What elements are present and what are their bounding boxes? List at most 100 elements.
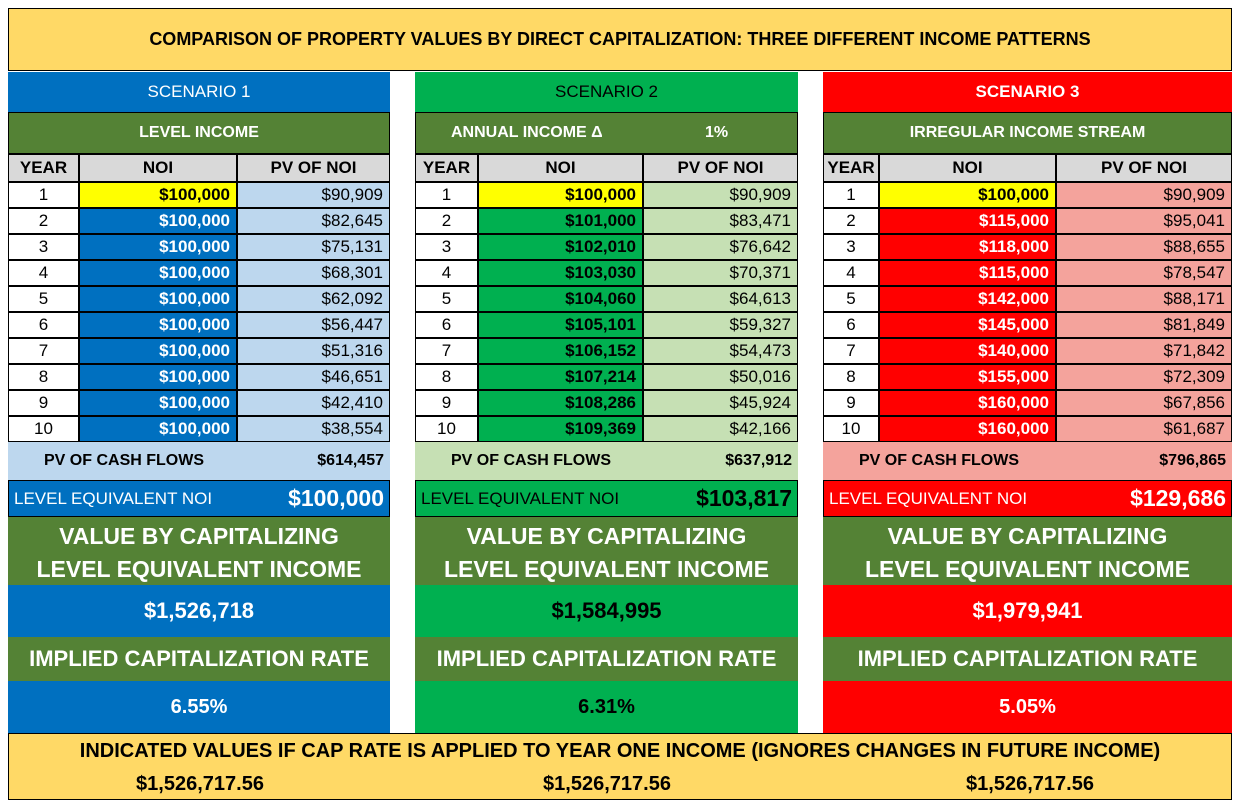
noi-cell: $108,286 <box>478 390 643 416</box>
pv-cell: $50,016 <box>643 364 798 390</box>
pv-cell: $90,909 <box>643 182 798 208</box>
column-header: PV OF NOI <box>643 154 798 182</box>
subheader-value: 1% <box>705 124 729 141</box>
pv-cell: $78,547 <box>1056 260 1232 286</box>
footer-text: INDICATED VALUES IF CAP RATE IS APPLIED … <box>79 739 1161 762</box>
level-row <box>823 480 1232 517</box>
noi-cell: $107,214 <box>478 364 643 390</box>
scenario-header: SCENARIO 2 <box>415 72 798 112</box>
pv-cell: $45,924 <box>643 390 798 416</box>
pv-cell: $56,447 <box>237 312 390 338</box>
value-label: LEVEL EQUIVALENT INCOME <box>443 555 769 582</box>
noi-cell: $100,000 <box>79 286 237 312</box>
pv-value: $637,912 <box>725 452 792 469</box>
noi-cell: $100,000 <box>79 312 237 338</box>
column-header: NOI <box>879 154 1056 182</box>
scenario-header: SCENARIO 1 <box>8 72 390 112</box>
pv-cell: $71,842 <box>1056 338 1232 364</box>
year-cell: 4 <box>8 260 79 286</box>
pv-row <box>415 442 798 480</box>
pv-cell: $95,041 <box>1056 208 1232 234</box>
pv-cell: $46,651 <box>237 364 390 390</box>
pv-cell: $81,849 <box>1056 312 1232 338</box>
column-header: PV OF NOI <box>1056 154 1232 182</box>
pv-cell: $82,645 <box>237 208 390 234</box>
noi-cell: $102,010 <box>478 234 643 260</box>
pv-cell: $70,371 <box>643 260 798 286</box>
noi-cell: $104,060 <box>478 286 643 312</box>
pv-value: $796,865 <box>1159 452 1226 469</box>
value-label: VALUE BY CAPITALIZING <box>466 522 747 549</box>
noi-cell: $100,000 <box>79 260 237 286</box>
pv-cell: $68,301 <box>237 260 390 286</box>
year-cell: 4 <box>823 260 879 286</box>
year-cell: 7 <box>8 338 79 364</box>
noi-cell: $155,000 <box>879 364 1056 390</box>
capitalized-value: $1,526,718 <box>8 585 390 637</box>
value-label: VALUE BY CAPITALIZING <box>887 522 1168 549</box>
noi-cell: $100,000 <box>79 416 237 442</box>
noi-cell: $115,000 <box>879 260 1056 286</box>
year-cell: 2 <box>823 208 879 234</box>
noi-cell: $100,000 <box>79 390 237 416</box>
pv-label: PV OF CASH FLOWS <box>451 452 611 469</box>
year-cell: 9 <box>823 390 879 416</box>
value-label: VALUE BY CAPITALIZING <box>59 522 339 549</box>
pv-cell: $76,642 <box>643 234 798 260</box>
cap-rate: 5.05% <box>823 681 1232 733</box>
year-cell: 5 <box>8 286 79 312</box>
pv-cell: $90,909 <box>1056 182 1232 208</box>
noi-cell: $109,369 <box>478 416 643 442</box>
subheader-label: ANNUAL INCOME Δ <box>451 124 603 141</box>
cap-rate: 6.55% <box>8 681 390 733</box>
year-cell: 9 <box>415 390 478 416</box>
noi-cell: $100,000 <box>79 182 237 208</box>
value-label-box <box>415 517 798 585</box>
noi-cell: $140,000 <box>879 338 1056 364</box>
footer-value: $1,526,717.56 <box>543 772 671 795</box>
value-label-box <box>823 517 1232 585</box>
year-cell: 6 <box>415 312 478 338</box>
scenario-header: SCENARIO 3 <box>823 72 1232 112</box>
pv-label: PV OF CASH FLOWS <box>44 452 204 469</box>
year-cell: 10 <box>823 416 879 442</box>
pv-label: PV OF CASH FLOWS <box>859 452 1019 469</box>
pv-cell: $64,613 <box>643 286 798 312</box>
rate-label: IMPLIED CAPITALIZATION RATE <box>8 637 390 681</box>
pv-cell: $83,471 <box>643 208 798 234</box>
pv-value: $614,457 <box>317 452 384 469</box>
noi-cell: $106,152 <box>478 338 643 364</box>
noi-cell: $160,000 <box>879 390 1056 416</box>
year-cell: 1 <box>415 182 478 208</box>
column-header: YEAR <box>8 154 79 182</box>
value-label: LEVEL EQUIVALENT INCOME <box>864 555 1190 582</box>
noi-cell: $100,000 <box>79 208 237 234</box>
capitalized-value: $1,979,941 <box>823 585 1232 637</box>
pv-row <box>823 442 1232 480</box>
pv-cell: $72,309 <box>1056 364 1232 390</box>
noi-cell: $160,000 <box>879 416 1056 442</box>
level-value: $103,817 <box>696 485 792 511</box>
year-cell: 8 <box>8 364 79 390</box>
level-row <box>415 480 798 517</box>
rate-label: IMPLIED CAPITALIZATION RATE <box>415 637 798 681</box>
level-row <box>8 480 390 517</box>
capitalized-value: $1,584,995 <box>415 585 798 637</box>
pv-cell: $62,092 <box>237 286 390 312</box>
noi-cell: $100,000 <box>879 182 1056 208</box>
value-label-box <box>8 517 390 585</box>
column-header: NOI <box>478 154 643 182</box>
level-label: LEVEL EQUIVALENT NOI <box>829 488 1028 508</box>
rate-label: IMPLIED CAPITALIZATION RATE <box>823 637 1232 681</box>
year-cell: 2 <box>415 208 478 234</box>
pv-cell: $59,327 <box>643 312 798 338</box>
footer-value: $1,526,717.56 <box>136 772 264 795</box>
pv-cell: $61,687 <box>1056 416 1232 442</box>
value-label: LEVEL EQUIVALENT INCOME <box>36 555 362 582</box>
noi-cell: $142,000 <box>879 286 1056 312</box>
column-header: NOI <box>79 154 237 182</box>
noi-cell: $100,000 <box>79 338 237 364</box>
year-cell: 10 <box>8 416 79 442</box>
level-value: $100,000 <box>288 485 384 511</box>
year-cell: 7 <box>415 338 478 364</box>
